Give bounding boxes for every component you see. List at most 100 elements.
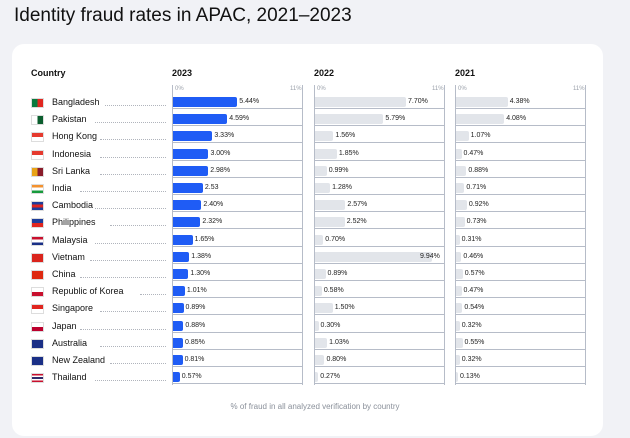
bar — [173, 183, 203, 193]
bar — [315, 372, 319, 383]
data-label: 3.00% — [210, 149, 231, 157]
row-separator — [455, 125, 585, 127]
country-label: Cambodia — [52, 200, 94, 211]
data-label: 0.47% — [463, 149, 484, 157]
data-label: 0.13% — [460, 373, 480, 381]
row-separator — [314, 331, 444, 333]
tick-label-max: 11% — [573, 86, 585, 92]
bar — [315, 200, 346, 211]
row-separator — [314, 314, 444, 316]
row-separator — [172, 383, 302, 385]
flag-icon — [31, 98, 44, 108]
country-label: Japan — [52, 320, 77, 331]
bar — [173, 234, 193, 245]
series-header: 2022 — [314, 68, 335, 78]
country-label: Sri Lanka — [52, 165, 91, 176]
series-header: 2021 — [455, 68, 476, 78]
row-separator — [455, 245, 585, 247]
flag-icon — [31, 115, 44, 126]
bar — [456, 165, 467, 176]
bar — [315, 165, 327, 176]
data-label: 5.79% — [385, 115, 406, 123]
data-label: 0.88% — [185, 321, 206, 329]
x-axis-label: % of fraud in all analyzed verification … — [230, 402, 400, 411]
row-separator — [314, 280, 444, 281]
country-label: Singapore — [52, 303, 94, 314]
row-separator — [172, 176, 302, 178]
bar — [315, 286, 322, 297]
country-label: New Zealand — [52, 355, 106, 365]
country-label: Thailand — [52, 372, 87, 383]
leader-line — [80, 277, 166, 278]
bar — [315, 234, 324, 245]
row-separator — [314, 159, 444, 161]
country-label: Republic of Korea — [52, 286, 124, 297]
axis-line — [314, 85, 315, 385]
row-separator — [455, 159, 585, 161]
data-label: 1.03% — [329, 338, 350, 346]
bar — [315, 97, 406, 107]
row-separator — [314, 262, 444, 264]
flag-icon — [31, 356, 44, 366]
category-header: Country — [31, 68, 66, 78]
bar — [456, 148, 462, 159]
flag-icon — [31, 184, 44, 194]
row-separator — [172, 314, 302, 316]
bar — [173, 251, 190, 262]
data-label: 1.07% — [470, 132, 491, 140]
flag-icon — [31, 218, 44, 229]
tick-label-max: 11% — [290, 86, 302, 92]
data-label: 0.81% — [184, 356, 205, 363]
data-label: 0.57% — [181, 373, 202, 381]
bar — [173, 320, 184, 331]
row-separator — [172, 142, 302, 144]
bar — [456, 372, 458, 383]
row-separator — [314, 348, 444, 350]
row-separator — [314, 297, 444, 299]
bar — [456, 217, 465, 228]
row-separator — [455, 228, 585, 230]
bar — [173, 303, 184, 314]
data-label: 2.32% — [202, 218, 223, 226]
bar — [315, 337, 328, 348]
data-label: 1.38% — [191, 252, 212, 260]
row-separator — [314, 228, 444, 230]
data-label: 0.71% — [466, 184, 487, 191]
row-separator — [172, 297, 302, 299]
flag-icon — [31, 201, 44, 212]
country-label: Vietnam — [52, 251, 85, 262]
bar — [456, 251, 462, 262]
axis-line — [455, 85, 456, 385]
row-separator — [314, 366, 444, 367]
leader-line — [100, 156, 166, 158]
tick-label-min: 0% — [175, 86, 184, 92]
leader-line — [105, 105, 166, 106]
data-label: 0.57% — [464, 270, 485, 277]
row-separator — [314, 108, 444, 109]
flag-icon — [31, 235, 44, 246]
row-separator — [172, 194, 302, 195]
country-label: China — [52, 269, 76, 279]
data-label: 1.01% — [186, 287, 207, 295]
row-separator — [455, 331, 585, 333]
chart-card — [12, 44, 603, 436]
bar — [456, 303, 463, 314]
tick-label-max: 11% — [432, 86, 444, 92]
axis-line — [172, 85, 173, 385]
flag-icon — [31, 252, 44, 263]
row-separator — [172, 245, 302, 247]
data-label: 4.08% — [506, 115, 527, 123]
data-label: 0.89% — [185, 304, 206, 312]
row-separator — [314, 245, 444, 247]
bar — [315, 217, 345, 228]
bar — [456, 114, 505, 125]
data-label: 9.94% — [420, 252, 440, 260]
country-label: Indonesia — [52, 148, 92, 159]
leader-line — [95, 242, 166, 244]
leader-line — [100, 139, 166, 141]
country-label: Australia — [52, 337, 88, 348]
country-label: Hong Kong — [52, 131, 98, 142]
bar — [456, 97, 508, 107]
leader-line — [110, 363, 166, 364]
bar — [315, 269, 326, 279]
